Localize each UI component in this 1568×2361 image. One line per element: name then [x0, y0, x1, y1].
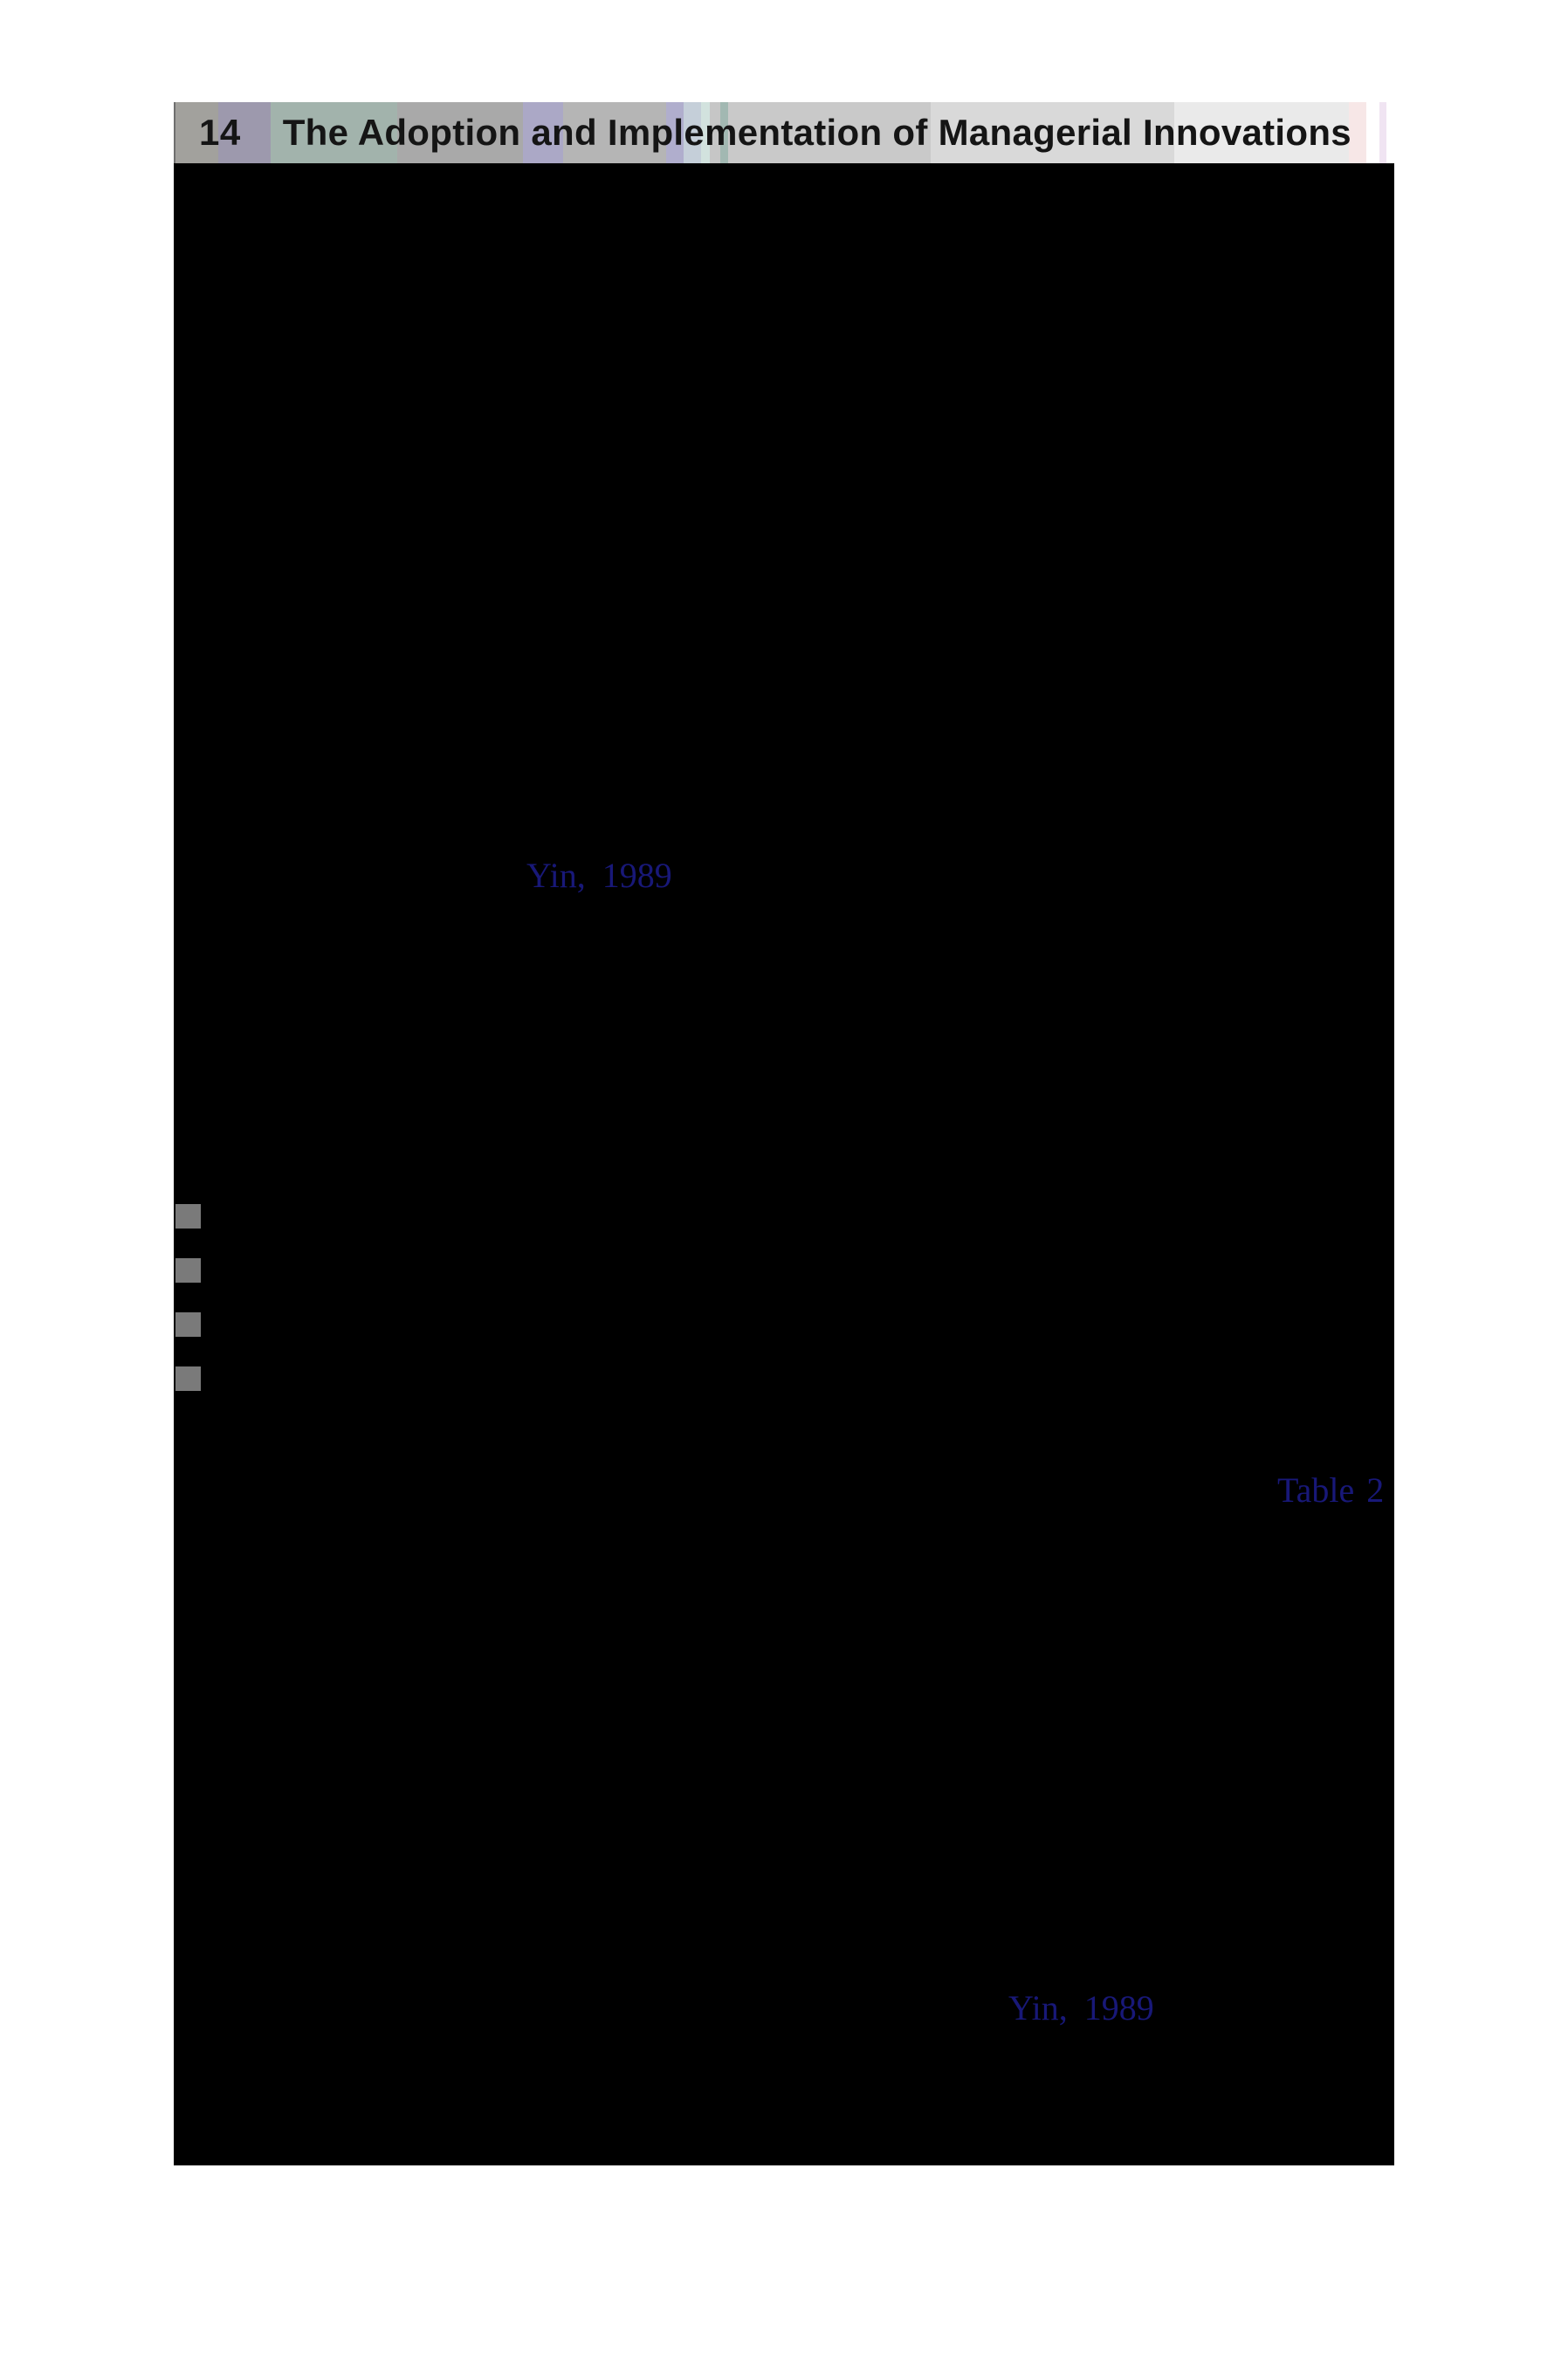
list-bullet-2: [175, 1258, 201, 1283]
list-bullet-3: [175, 1312, 201, 1337]
chapter-title: The Adoption and Implementation of Manag…: [282, 112, 1351, 153]
chapter-header: 14 The Adoption and Implementation of Ma…: [174, 102, 1394, 163]
page-number: 14: [199, 112, 241, 153]
citation-link-yin-1989-second[interactable]: Yin, 1989: [1008, 1988, 1154, 2027]
list-bullet-4: [175, 1366, 201, 1391]
document-page: 14 The Adoption and Implementation of Ma…: [174, 102, 1394, 2165]
list-bullet-1: [175, 1204, 201, 1229]
citation-link-yin-1989-first[interactable]: Yin, 1989: [526, 856, 672, 895]
table-2-reference-link[interactable]: Table 2: [1277, 1470, 1385, 1510]
